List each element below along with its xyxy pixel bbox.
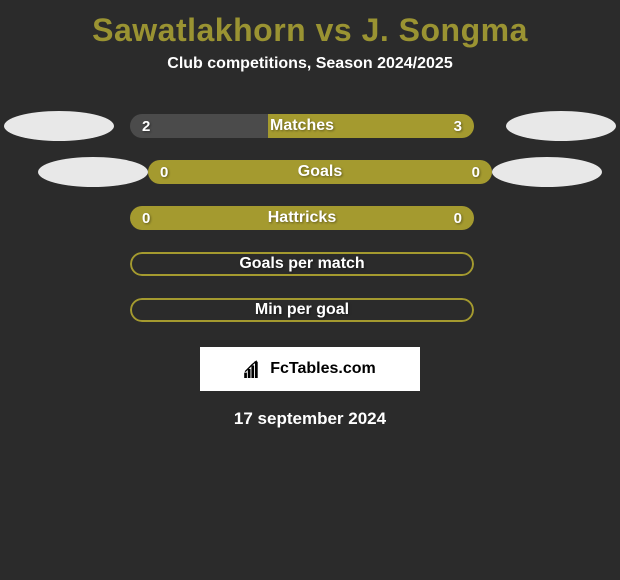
- source-logo: FcTables.com: [200, 347, 420, 391]
- page-title: Sawatlakhorn vs J. Songma: [0, 4, 620, 55]
- stat-bar: 23Matches: [130, 114, 474, 138]
- stat-row: 00Goals: [0, 149, 620, 195]
- source-logo-text: FcTables.com: [270, 360, 376, 378]
- stat-bar: 00Goals: [148, 160, 492, 184]
- stat-label: Goals: [148, 160, 492, 184]
- stat-label: Hattricks: [130, 206, 474, 230]
- comparison-infographic: Sawatlakhorn vs J. Songma Club competiti…: [0, 0, 620, 429]
- stat-label: Goals per match: [130, 252, 474, 276]
- player-marker-left: [4, 111, 114, 141]
- stat-label: Min per goal: [130, 298, 474, 322]
- stat-row: 23Matches: [0, 103, 620, 149]
- stat-row: Min per goal: [0, 287, 620, 333]
- stat-row: Goals per match: [0, 241, 620, 287]
- stats-list: 23Matches 00Goals 00Hattricks Goals per mat…: [0, 103, 620, 333]
- player-marker-right: [492, 157, 602, 187]
- player-marker-left: [38, 157, 148, 187]
- stat-bar: 00Hattricks: [130, 206, 474, 230]
- stat-bar: Goals per match: [130, 252, 474, 276]
- snapshot-date: 17 september 2024: [0, 409, 620, 429]
- player-marker-right: [506, 111, 616, 141]
- fctables-logo-icon: [244, 360, 266, 378]
- stat-label: Matches: [130, 114, 474, 138]
- stat-row: 00Hattricks: [0, 195, 620, 241]
- page-subtitle: Club competitions, Season 2024/2025: [0, 55, 620, 103]
- stat-bar: Min per goal: [130, 298, 474, 322]
